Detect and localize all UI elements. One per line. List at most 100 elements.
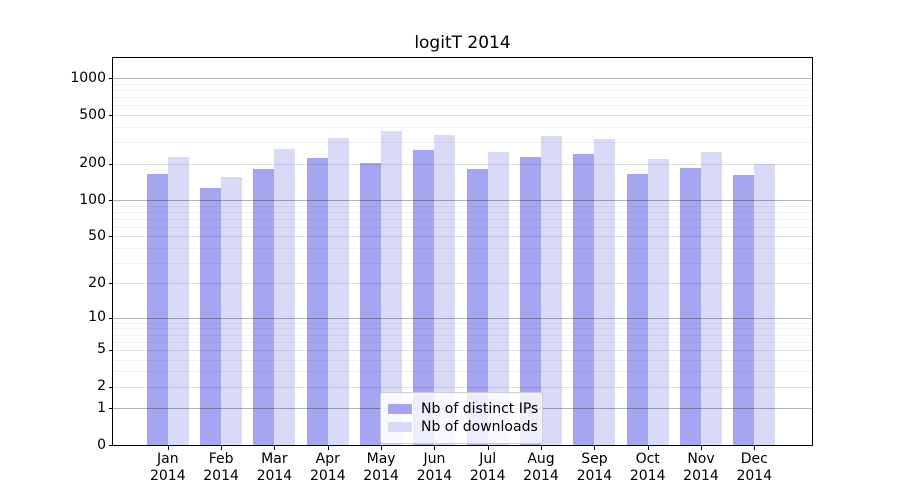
- x-tick-month: Dec: [740, 451, 768, 467]
- y-tick-label-100: 100: [79, 191, 106, 208]
- bar-distinct-ips-11: [680, 167, 701, 445]
- y-tick-label-0: 0: [97, 436, 106, 453]
- bar-distinct-ips-1: [146, 173, 168, 445]
- bar-downloads-10: [647, 158, 669, 445]
- y-tick-mark-200: [109, 163, 113, 165]
- legend-label-downloads: Nb of downloads: [421, 418, 538, 435]
- bar-downloads-9: [594, 139, 616, 445]
- bar-distinct-ips-12: [733, 174, 755, 445]
- bar-distinct-ips-3: [253, 169, 275, 445]
- x-tick-year: 2014: [683, 468, 719, 484]
- bar-downloads-4: [327, 138, 349, 445]
- y-tick-mark-10: [109, 317, 113, 319]
- y-tick-mark-1: [109, 408, 113, 410]
- x-tick-mark-dec: [754, 446, 756, 450]
- y-tick-mark-2: [109, 386, 113, 388]
- x-tick-year: 2014: [203, 468, 239, 484]
- y-tick-label-1: 1: [97, 399, 106, 416]
- x-tick-label-may: May 2014: [350, 451, 412, 485]
- legend-swatch-downloads: [388, 422, 412, 432]
- legend-label-distinct-ips: Nb of distinct IPs: [421, 400, 539, 417]
- x-tick-month: Mar: [261, 451, 288, 467]
- y-tick-mark-100: [109, 200, 113, 202]
- x-tick-label-sep: Sep 2014: [563, 451, 625, 485]
- y-tick-mark-1000: [109, 78, 113, 80]
- x-tick-label-dec: Dec 2014: [723, 451, 785, 485]
- x-tick-year: 2014: [736, 468, 773, 484]
- x-tick-mark-may: [381, 446, 383, 450]
- legend-swatch-distinct-ips: [388, 404, 412, 414]
- x-tick-month: Jul: [479, 451, 497, 467]
- x-tick-month: Sep: [581, 451, 608, 467]
- y-tick-mark-500: [109, 115, 113, 117]
- y-tick-mark-50: [109, 236, 113, 238]
- x-tick-mark-oct: [647, 446, 649, 450]
- y-tick-label-500: 500: [79, 106, 106, 123]
- x-tick-mark-jun: [434, 446, 436, 450]
- x-tick-mark-jan: [167, 446, 169, 450]
- x-tick-month: Oct: [635, 451, 660, 467]
- x-tick-mark-nov: [701, 446, 702, 450]
- y-tick-label-1000: 1000: [70, 69, 106, 86]
- x-tick-year: 2014: [469, 468, 506, 484]
- x-tick-mark-jul: [487, 446, 489, 450]
- bar-downloads-8: [541, 136, 562, 445]
- bar-distinct-ips-6: [413, 150, 435, 445]
- y-tick-mark-5: [109, 349, 113, 351]
- bar-downloads-5: [381, 131, 403, 445]
- bar-downloads-2: [221, 177, 243, 445]
- bar-downloads-1: [167, 157, 189, 445]
- bar-downloads-7: [487, 152, 509, 445]
- x-tick-label-jul: Jul 2014: [457, 451, 519, 485]
- y-tick-label-10: 10: [88, 309, 106, 326]
- x-tick-month: Aug: [527, 451, 555, 467]
- x-tick-month: May: [366, 451, 396, 467]
- x-tick-month: Jun: [423, 451, 446, 467]
- x-tick-year: 2014: [416, 468, 453, 484]
- bar-downloads-3: [274, 148, 296, 445]
- y-tick-label-50: 50: [88, 227, 106, 244]
- y-tick-label-20: 20: [88, 274, 106, 291]
- x-tick-label-jan: Jan 2014: [137, 451, 199, 485]
- x-tick-month: Jan: [157, 451, 179, 467]
- bar-distinct-ips-9: [573, 153, 595, 445]
- x-tick-year: 2014: [256, 468, 293, 484]
- x-tick-label-feb: Feb 2014: [190, 451, 252, 485]
- y-tick-mark-20: [109, 283, 113, 285]
- x-tick-mark-mar: [274, 446, 276, 450]
- bars: [113, 58, 812, 445]
- x-tick-year: 2014: [363, 468, 399, 484]
- x-tick-year: 2014: [523, 468, 559, 484]
- x-tick-month: Feb: [208, 451, 234, 467]
- x-tick-mark-sep: [594, 446, 596, 450]
- x-tick-year: 2014: [149, 468, 186, 484]
- x-tick-year: 2014: [576, 468, 613, 484]
- bar-distinct-ips-7: [466, 168, 488, 445]
- bar-distinct-ips-4: [306, 158, 328, 445]
- x-tick-month: Apr: [315, 451, 340, 467]
- legend-item-downloads: Nb of downloads: [388, 419, 538, 435]
- x-tick-mark-apr: [327, 446, 329, 450]
- x-tick-mark-aug: [541, 446, 542, 450]
- x-tick-month: Nov: [687, 451, 715, 467]
- bar-distinct-ips-10: [626, 173, 648, 445]
- legend-item-distinct-ips: Nb of distinct IPs: [388, 401, 538, 417]
- x-tick-year: 2014: [629, 468, 666, 484]
- x-tick-label-aug: Aug 2014: [510, 451, 572, 485]
- x-tick-mark-feb: [221, 446, 223, 450]
- bar-downloads-6: [434, 135, 456, 445]
- x-tick-label-apr: Apr 2014: [297, 451, 359, 485]
- bar-distinct-ips-5: [360, 163, 382, 445]
- y-tick-mark-0: [109, 445, 113, 446]
- y-tick-label-2: 2: [97, 378, 106, 395]
- plot-area: Nb of distinct IPs Nb of downloads: [112, 57, 813, 446]
- bar-downloads-11: [701, 151, 722, 445]
- bar-downloads-12: [754, 163, 776, 445]
- bar-distinct-ips-8: [520, 156, 541, 445]
- chart-title: logitT 2014: [414, 33, 511, 53]
- y-tick-label-5: 5: [97, 341, 106, 358]
- x-tick-label-oct: Oct 2014: [617, 451, 679, 485]
- legend: Nb of distinct IPs Nb of downloads: [380, 392, 543, 444]
- bar-distinct-ips-2: [200, 188, 222, 445]
